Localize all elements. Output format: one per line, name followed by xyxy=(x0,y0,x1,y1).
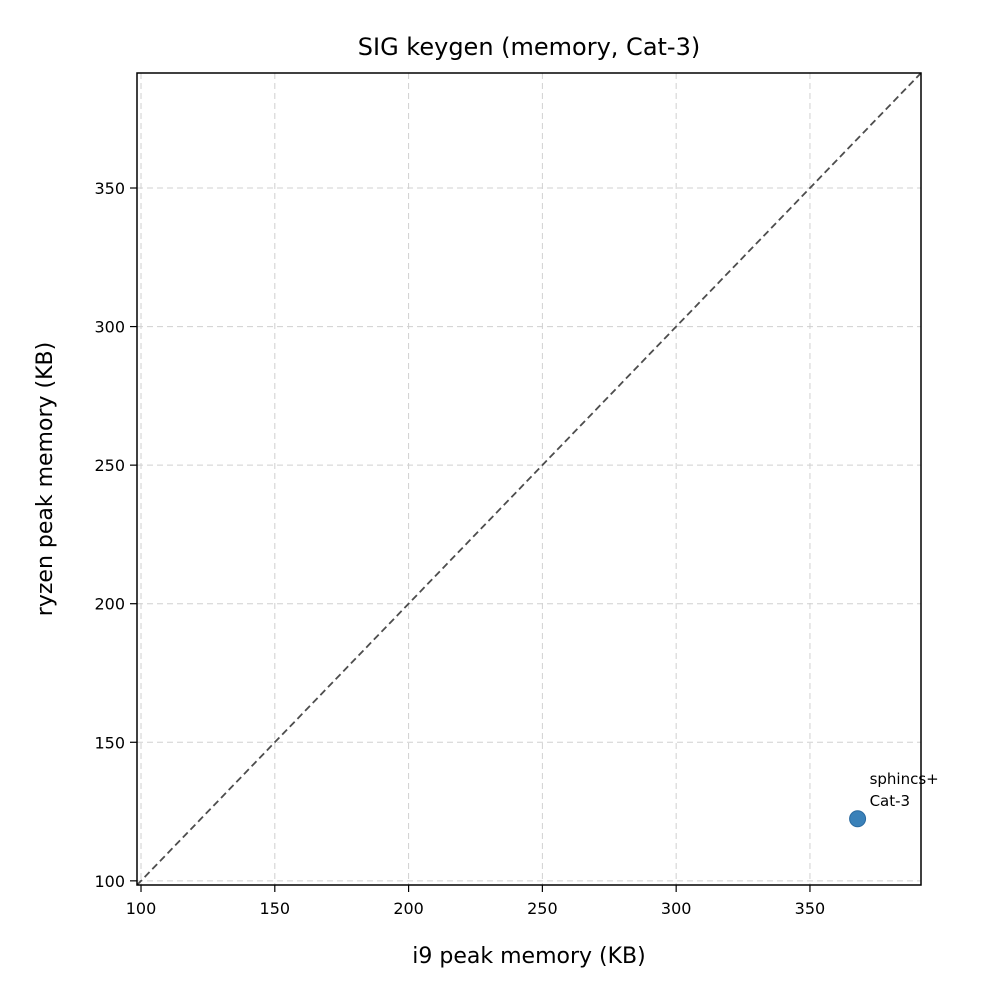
chart-title: SIG keygen (memory, Cat-3) xyxy=(358,33,700,61)
x-tick-label: 250 xyxy=(527,899,558,918)
y-tick-label: 350 xyxy=(94,179,125,198)
x-tick-label: 350 xyxy=(795,899,826,918)
y-tick-label: 100 xyxy=(94,872,125,891)
y-axis-ticks: 100 150 200 250 300 350 xyxy=(94,179,137,891)
x-tick-label: 200 xyxy=(393,899,424,918)
x-tick-label: 150 xyxy=(260,899,291,918)
y-axis-label: ryzen peak memory (KB) xyxy=(33,342,58,616)
point-label-line1: sphincs+ xyxy=(870,770,939,788)
x-axis-label: i9 peak memory (KB) xyxy=(412,944,645,969)
y-tick-label: 300 xyxy=(94,318,125,337)
point-label-line2: Cat-3 xyxy=(870,792,911,810)
y-tick-label: 150 xyxy=(94,733,125,752)
identity-line xyxy=(136,72,922,886)
x-tick-label: 300 xyxy=(661,899,692,918)
plot-frame xyxy=(136,72,922,886)
x-axis-ticks: 100 150 200 250 300 350 xyxy=(126,885,825,918)
y-tick-label: 250 xyxy=(94,456,125,475)
data-points: sphincs+ Cat-3 xyxy=(849,770,939,828)
reference-line xyxy=(136,72,922,886)
y-tick-label: 200 xyxy=(94,595,125,614)
grid xyxy=(137,73,921,885)
data-point xyxy=(849,810,867,828)
x-tick-label: 100 xyxy=(126,899,157,918)
